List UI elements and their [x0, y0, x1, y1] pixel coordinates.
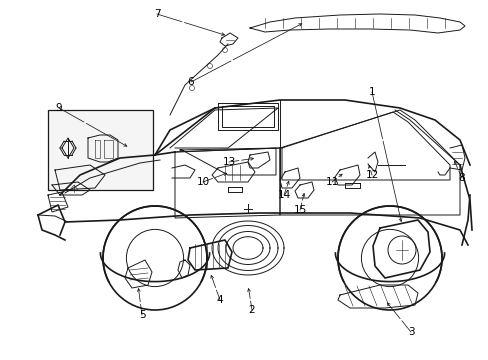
Text: 5: 5: [139, 310, 145, 320]
Text: 1: 1: [368, 87, 375, 97]
Text: 4: 4: [216, 295, 223, 305]
Text: 10: 10: [196, 177, 209, 187]
Text: 9: 9: [56, 103, 62, 113]
Text: 7: 7: [153, 9, 160, 19]
Text: 12: 12: [365, 170, 378, 180]
Text: 6: 6: [187, 77, 194, 87]
Bar: [48, 110, 153, 190]
Text: 13: 13: [222, 157, 235, 167]
Text: 14: 14: [277, 190, 290, 200]
Text: 11: 11: [325, 177, 338, 187]
Text: 2: 2: [248, 305, 255, 315]
Text: 8: 8: [458, 173, 465, 183]
Text: 3: 3: [407, 327, 413, 337]
Text: 15: 15: [293, 205, 306, 215]
